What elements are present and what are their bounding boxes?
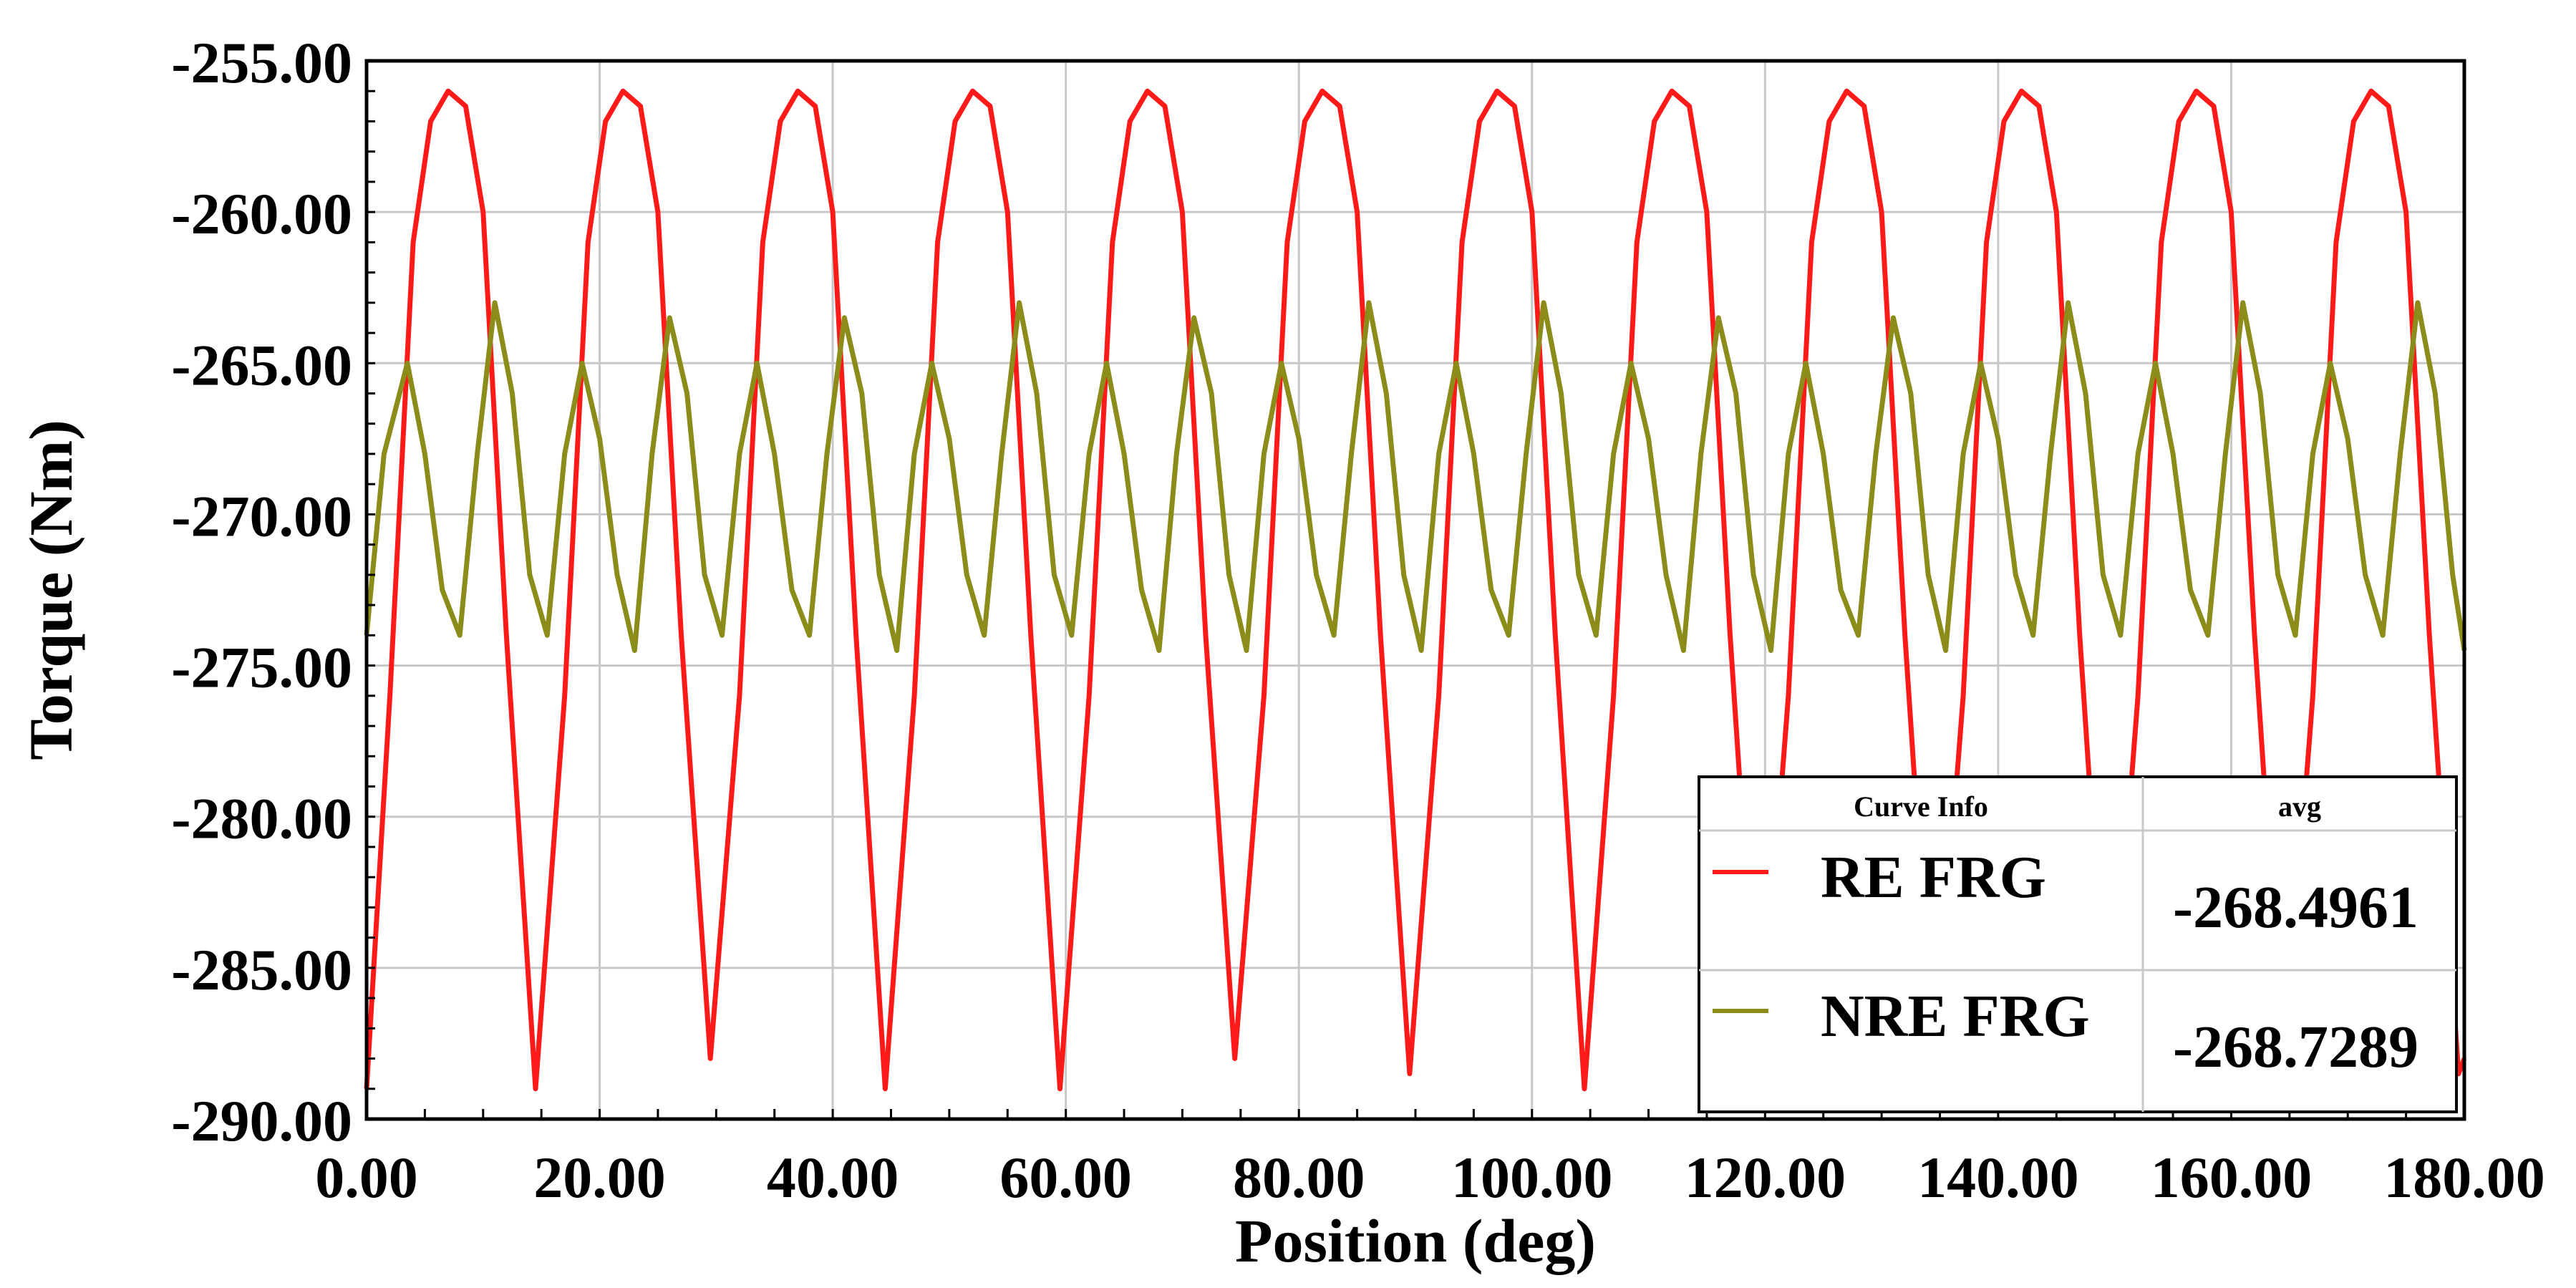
y-tick-label: -290.00 bbox=[171, 1088, 352, 1153]
y-tick-label: -260.00 bbox=[171, 181, 352, 246]
x-tick-label: 160.00 bbox=[2151, 1145, 2313, 1210]
x-tick-label: 20.00 bbox=[533, 1145, 666, 1210]
y-tick-label: -270.00 bbox=[171, 483, 352, 548]
x-tick-label: 40.00 bbox=[767, 1145, 899, 1210]
series-layer bbox=[364, 88, 2467, 1092]
y-tick-label: -265.00 bbox=[171, 332, 352, 397]
x-tick-label: 60.00 bbox=[999, 1145, 1132, 1210]
y-axis-title: Torque (Nm) bbox=[16, 420, 85, 760]
legend-header-value: avg bbox=[2278, 790, 2321, 823]
legend-frame bbox=[1698, 775, 2458, 1113]
legend-avg-re-frg: -268.4961 bbox=[2173, 874, 2418, 941]
x-tick-labels: 0.00 20.00 40.00 60.00 80.00 100.00 120.00 140.… bbox=[315, 1145, 2545, 1210]
y-tick-labels: -255.00 -260.00 -265.00 -270.00 -275.00 -280.… bbox=[171, 30, 352, 1153]
legend-avg-nre-frg: -268.7289 bbox=[2173, 1014, 2418, 1080]
y-tick-label: -275.00 bbox=[171, 635, 352, 700]
x-tick-label: 80.00 bbox=[1233, 1145, 1365, 1210]
x-tick-label: 0.00 bbox=[315, 1145, 418, 1210]
series-line-nre-frg bbox=[364, 300, 2467, 653]
y-tick-label: -255.00 bbox=[171, 30, 352, 95]
x-axis-title: Position (deg) bbox=[1235, 1206, 1596, 1275]
legend-label-nre-frg: NRE FRG bbox=[1821, 983, 2090, 1050]
x-tick-label: 100.00 bbox=[1451, 1145, 1613, 1210]
x-tick-label: 120.00 bbox=[1685, 1145, 1846, 1210]
y-tick-label: -285.00 bbox=[171, 937, 352, 1002]
x-tick-label: 140.00 bbox=[1917, 1145, 2079, 1210]
x-tick-label: 180.00 bbox=[2383, 1145, 2545, 1210]
legend-box: Curve Info avg RE FRG -268.4961 NRE FRG … bbox=[1698, 775, 2458, 1113]
legend-label-re-frg: RE FRG bbox=[1821, 844, 2046, 911]
legend-header-name: Curve Info bbox=[1854, 790, 1988, 823]
series-line-re-frg bbox=[364, 88, 2467, 1092]
y-tick-label: -280.00 bbox=[171, 786, 352, 851]
